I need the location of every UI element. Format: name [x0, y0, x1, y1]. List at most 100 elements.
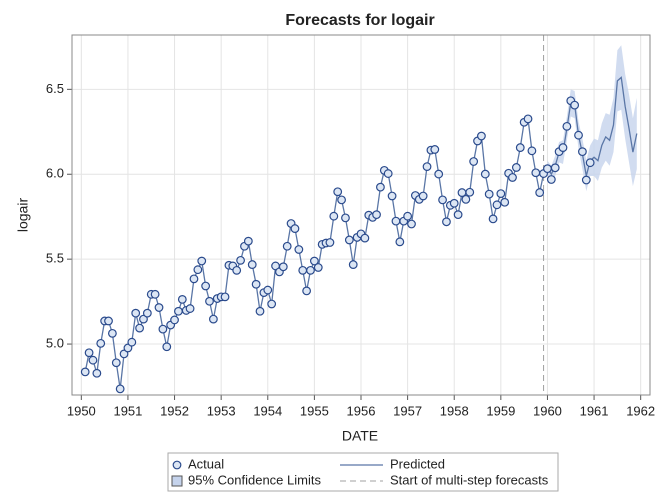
actual-point — [465, 187, 475, 197]
actual-point — [422, 162, 432, 172]
actual-point — [177, 294, 187, 304]
actual-point — [511, 163, 521, 172]
actual-point — [201, 281, 211, 291]
actual-point — [395, 237, 405, 247]
actual-point — [376, 182, 385, 192]
actual-point — [104, 316, 113, 326]
actual-point — [185, 304, 195, 313]
actual-point — [344, 235, 354, 245]
actual-point — [546, 175, 556, 184]
actual-point — [387, 191, 397, 201]
x-tick-label: 1958 — [440, 403, 469, 418]
actual-point — [581, 175, 591, 185]
actual-point — [453, 210, 463, 220]
actual-point — [251, 279, 261, 289]
actual-point — [255, 306, 265, 316]
actual-point — [127, 337, 137, 347]
x-tick-label: 1959 — [486, 403, 515, 418]
actual-point — [333, 187, 343, 197]
actual-point — [84, 348, 94, 358]
legend-label: 95% Confidence Limits — [188, 472, 321, 487]
actual-point — [484, 189, 494, 199]
actual-point — [562, 121, 572, 131]
actual-point — [205, 296, 214, 306]
actual-point — [442, 217, 451, 227]
actual-point — [496, 189, 506, 199]
actual-point — [403, 211, 413, 221]
actual-point — [282, 241, 292, 251]
actual-point — [139, 314, 148, 324]
x-tick-label: 1955 — [300, 403, 329, 418]
actual-point — [558, 143, 568, 152]
x-tick-label: 1962 — [626, 403, 655, 418]
actual-point — [115, 384, 125, 394]
legend-label: Start of multi-step forecasts — [390, 472, 549, 487]
actual-point — [461, 194, 471, 204]
actual-point — [434, 169, 444, 179]
actual-point — [325, 238, 335, 247]
actual-point — [150, 289, 160, 299]
y-tick-label: 5.0 — [46, 335, 64, 350]
actual-point — [174, 306, 183, 316]
x-tick-label: 1953 — [207, 403, 236, 418]
actual-point — [372, 210, 381, 220]
actual-point — [543, 164, 552, 174]
actual-point — [535, 188, 545, 197]
chart-title: Forecasts for logair — [285, 12, 434, 29]
actual-point — [500, 197, 510, 207]
actual-point — [383, 169, 393, 178]
actual-point — [298, 265, 308, 275]
actual-point — [170, 315, 179, 325]
actual-point — [306, 265, 315, 275]
y-tick-label: 5.5 — [46, 251, 64, 266]
actual-point — [329, 211, 339, 221]
actual-point — [135, 323, 144, 333]
x-tick-label: 1954 — [253, 403, 282, 418]
actual-point — [585, 158, 595, 168]
legend-label: Actual — [188, 456, 224, 471]
actual-point — [438, 195, 447, 205]
actual-point — [492, 200, 502, 210]
actual-point — [302, 286, 312, 296]
actual-point — [391, 216, 401, 226]
actual-point — [337, 195, 346, 205]
actual-point — [80, 367, 90, 377]
actual-point — [107, 328, 117, 338]
actual-point — [193, 265, 203, 275]
actual-point — [360, 233, 370, 243]
x-tick-label: 1961 — [580, 403, 609, 418]
actual-point — [477, 131, 486, 141]
actual-point — [574, 130, 583, 140]
actual-point — [488, 214, 498, 224]
actual-point — [243, 236, 253, 246]
legend-symbol — [171, 475, 183, 487]
actual-point — [290, 224, 300, 233]
actual-point — [88, 355, 98, 365]
actual-point — [162, 342, 172, 352]
actual-point — [469, 157, 479, 166]
actual-point — [449, 198, 459, 208]
actual-point — [341, 213, 350, 223]
actual-point — [309, 256, 319, 266]
actual-point — [578, 147, 587, 157]
actual-point — [570, 100, 580, 110]
actual-point — [508, 173, 517, 182]
actual-point — [142, 308, 152, 318]
x-tick-label: 1960 — [533, 403, 562, 418]
actual-point — [96, 338, 106, 348]
y-axis-label: logair — [15, 198, 31, 233]
actual-point — [208, 314, 218, 324]
actual-point — [531, 168, 541, 178]
actual-point — [527, 146, 537, 156]
actual-point — [119, 349, 129, 359]
plot-frame — [71, 34, 651, 396]
x-tick-label: 1950 — [67, 403, 96, 418]
actual-point — [154, 303, 164, 312]
legend-symbol — [172, 460, 182, 470]
actual-point — [131, 308, 141, 318]
x-tick-label: 1956 — [347, 403, 376, 418]
x-tick-label: 1952 — [160, 403, 189, 418]
actual-point — [236, 255, 245, 265]
legend-label: Predicted — [390, 456, 445, 471]
